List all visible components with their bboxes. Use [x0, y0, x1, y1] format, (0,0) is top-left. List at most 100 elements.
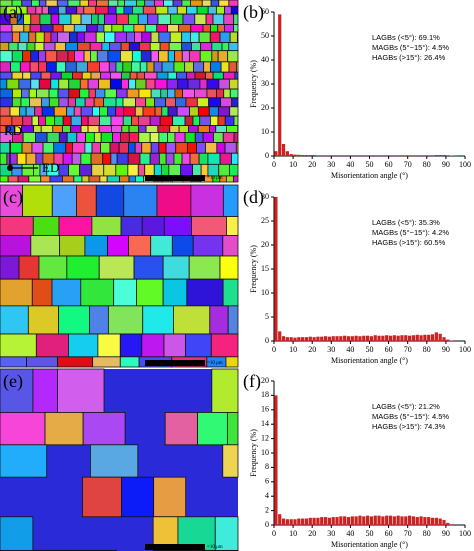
bar: [297, 518, 301, 525]
grain: [145, 125, 159, 133]
bar: [281, 144, 286, 156]
grain: [150, 235, 173, 257]
bar: [335, 155, 339, 156]
grain: [22, 71, 32, 80]
grain: [45, 50, 58, 63]
bar: [438, 333, 442, 341]
grain: [79, 88, 90, 99]
y-tick-label: 14: [261, 419, 269, 428]
bar: [335, 517, 339, 525]
grain: [236, 61, 239, 73]
bar: [373, 515, 377, 525]
bar: [281, 518, 286, 525]
grain: [0, 516, 34, 551]
grain: [22, 132, 36, 143]
grain: [18, 78, 32, 90]
grain: [10, 142, 23, 154]
annotation: LAGBs (<5°): 35.3%: [372, 218, 440, 227]
x-tick-label: 70: [404, 160, 412, 169]
bar: [331, 336, 335, 341]
grain: [62, 24, 75, 33]
grain: [217, 50, 229, 63]
bar: [427, 334, 431, 341]
x-tick-label: 40: [346, 160, 354, 169]
bar: [388, 515, 393, 525]
bar: [388, 335, 393, 341]
y-tick-label: 8: [265, 462, 269, 471]
bar: [365, 155, 370, 156]
grain: [186, 278, 224, 307]
bar: [427, 517, 431, 525]
grain: [126, 88, 140, 99]
grain: [220, 97, 233, 108]
bar: [320, 336, 324, 341]
grain: [40, 24, 54, 33]
x-tick-label: 10: [289, 345, 297, 354]
bar: [423, 155, 427, 156]
grain: [77, 42, 91, 52]
grain: [43, 42, 56, 52]
bar: [327, 336, 331, 341]
grain: [21, 125, 34, 133]
x-tick-label: 40: [346, 345, 354, 354]
grain: [122, 97, 136, 108]
grain: [181, 42, 192, 52]
grain: [233, 13, 239, 25]
grain: [76, 132, 87, 143]
grain: [96, 0, 109, 7]
bar: [312, 155, 316, 156]
x-tick-label: 60: [385, 345, 393, 354]
grain: [0, 412, 46, 446]
grain: [0, 356, 27, 368]
axis-label: ED: [42, 160, 59, 175]
bar: [323, 155, 328, 156]
bar: [415, 155, 419, 156]
bar: [377, 335, 381, 341]
grain: [144, 24, 158, 33]
grain: [45, 0, 58, 7]
grain: [181, 0, 191, 7]
grain: [136, 71, 146, 80]
grain: [219, 255, 239, 280]
grain: [80, 278, 115, 307]
grain: [32, 368, 58, 413]
bar: [392, 155, 396, 156]
grain: [208, 125, 217, 133]
annotation: MAGBs (5°~15°): 4.5%: [372, 43, 449, 52]
grain: [28, 31, 37, 43]
grain: [205, 142, 218, 154]
x-tick-label: 0: [272, 160, 276, 169]
y-axis-label: Frequency (%): [249, 245, 258, 293]
grain: [81, 71, 92, 80]
bar: [358, 515, 362, 525]
bar: [430, 155, 435, 156]
grain: [233, 132, 239, 143]
bar: [438, 518, 442, 525]
grain: [50, 13, 60, 25]
grain: [35, 31, 45, 43]
x-tick-label: 80: [423, 529, 431, 538]
x-tick-label: 60: [385, 160, 393, 169]
grain: [19, 31, 30, 43]
grain: [40, 71, 52, 80]
grain: [91, 142, 101, 154]
grain: [16, 152, 27, 165]
bar: [392, 335, 396, 341]
grain: [29, 61, 40, 73]
grain: [30, 78, 40, 90]
grain: [62, 115, 72, 127]
grain: [225, 356, 239, 368]
grain: [123, 106, 136, 117]
grain: [58, 216, 93, 236]
bar: [320, 155, 324, 156]
grain: [33, 163, 41, 177]
grain: [103, 163, 117, 177]
grain: [12, 97, 22, 108]
grain: [224, 5, 232, 15]
y-tick-label: 20: [261, 103, 269, 112]
axis-label: RD: [4, 123, 22, 138]
x-tick-label: 50: [366, 160, 374, 169]
annotation: HAGBs (>15°): 60.5%: [372, 238, 446, 247]
y-tick-label: 12: [261, 433, 269, 442]
bar: [285, 337, 289, 341]
